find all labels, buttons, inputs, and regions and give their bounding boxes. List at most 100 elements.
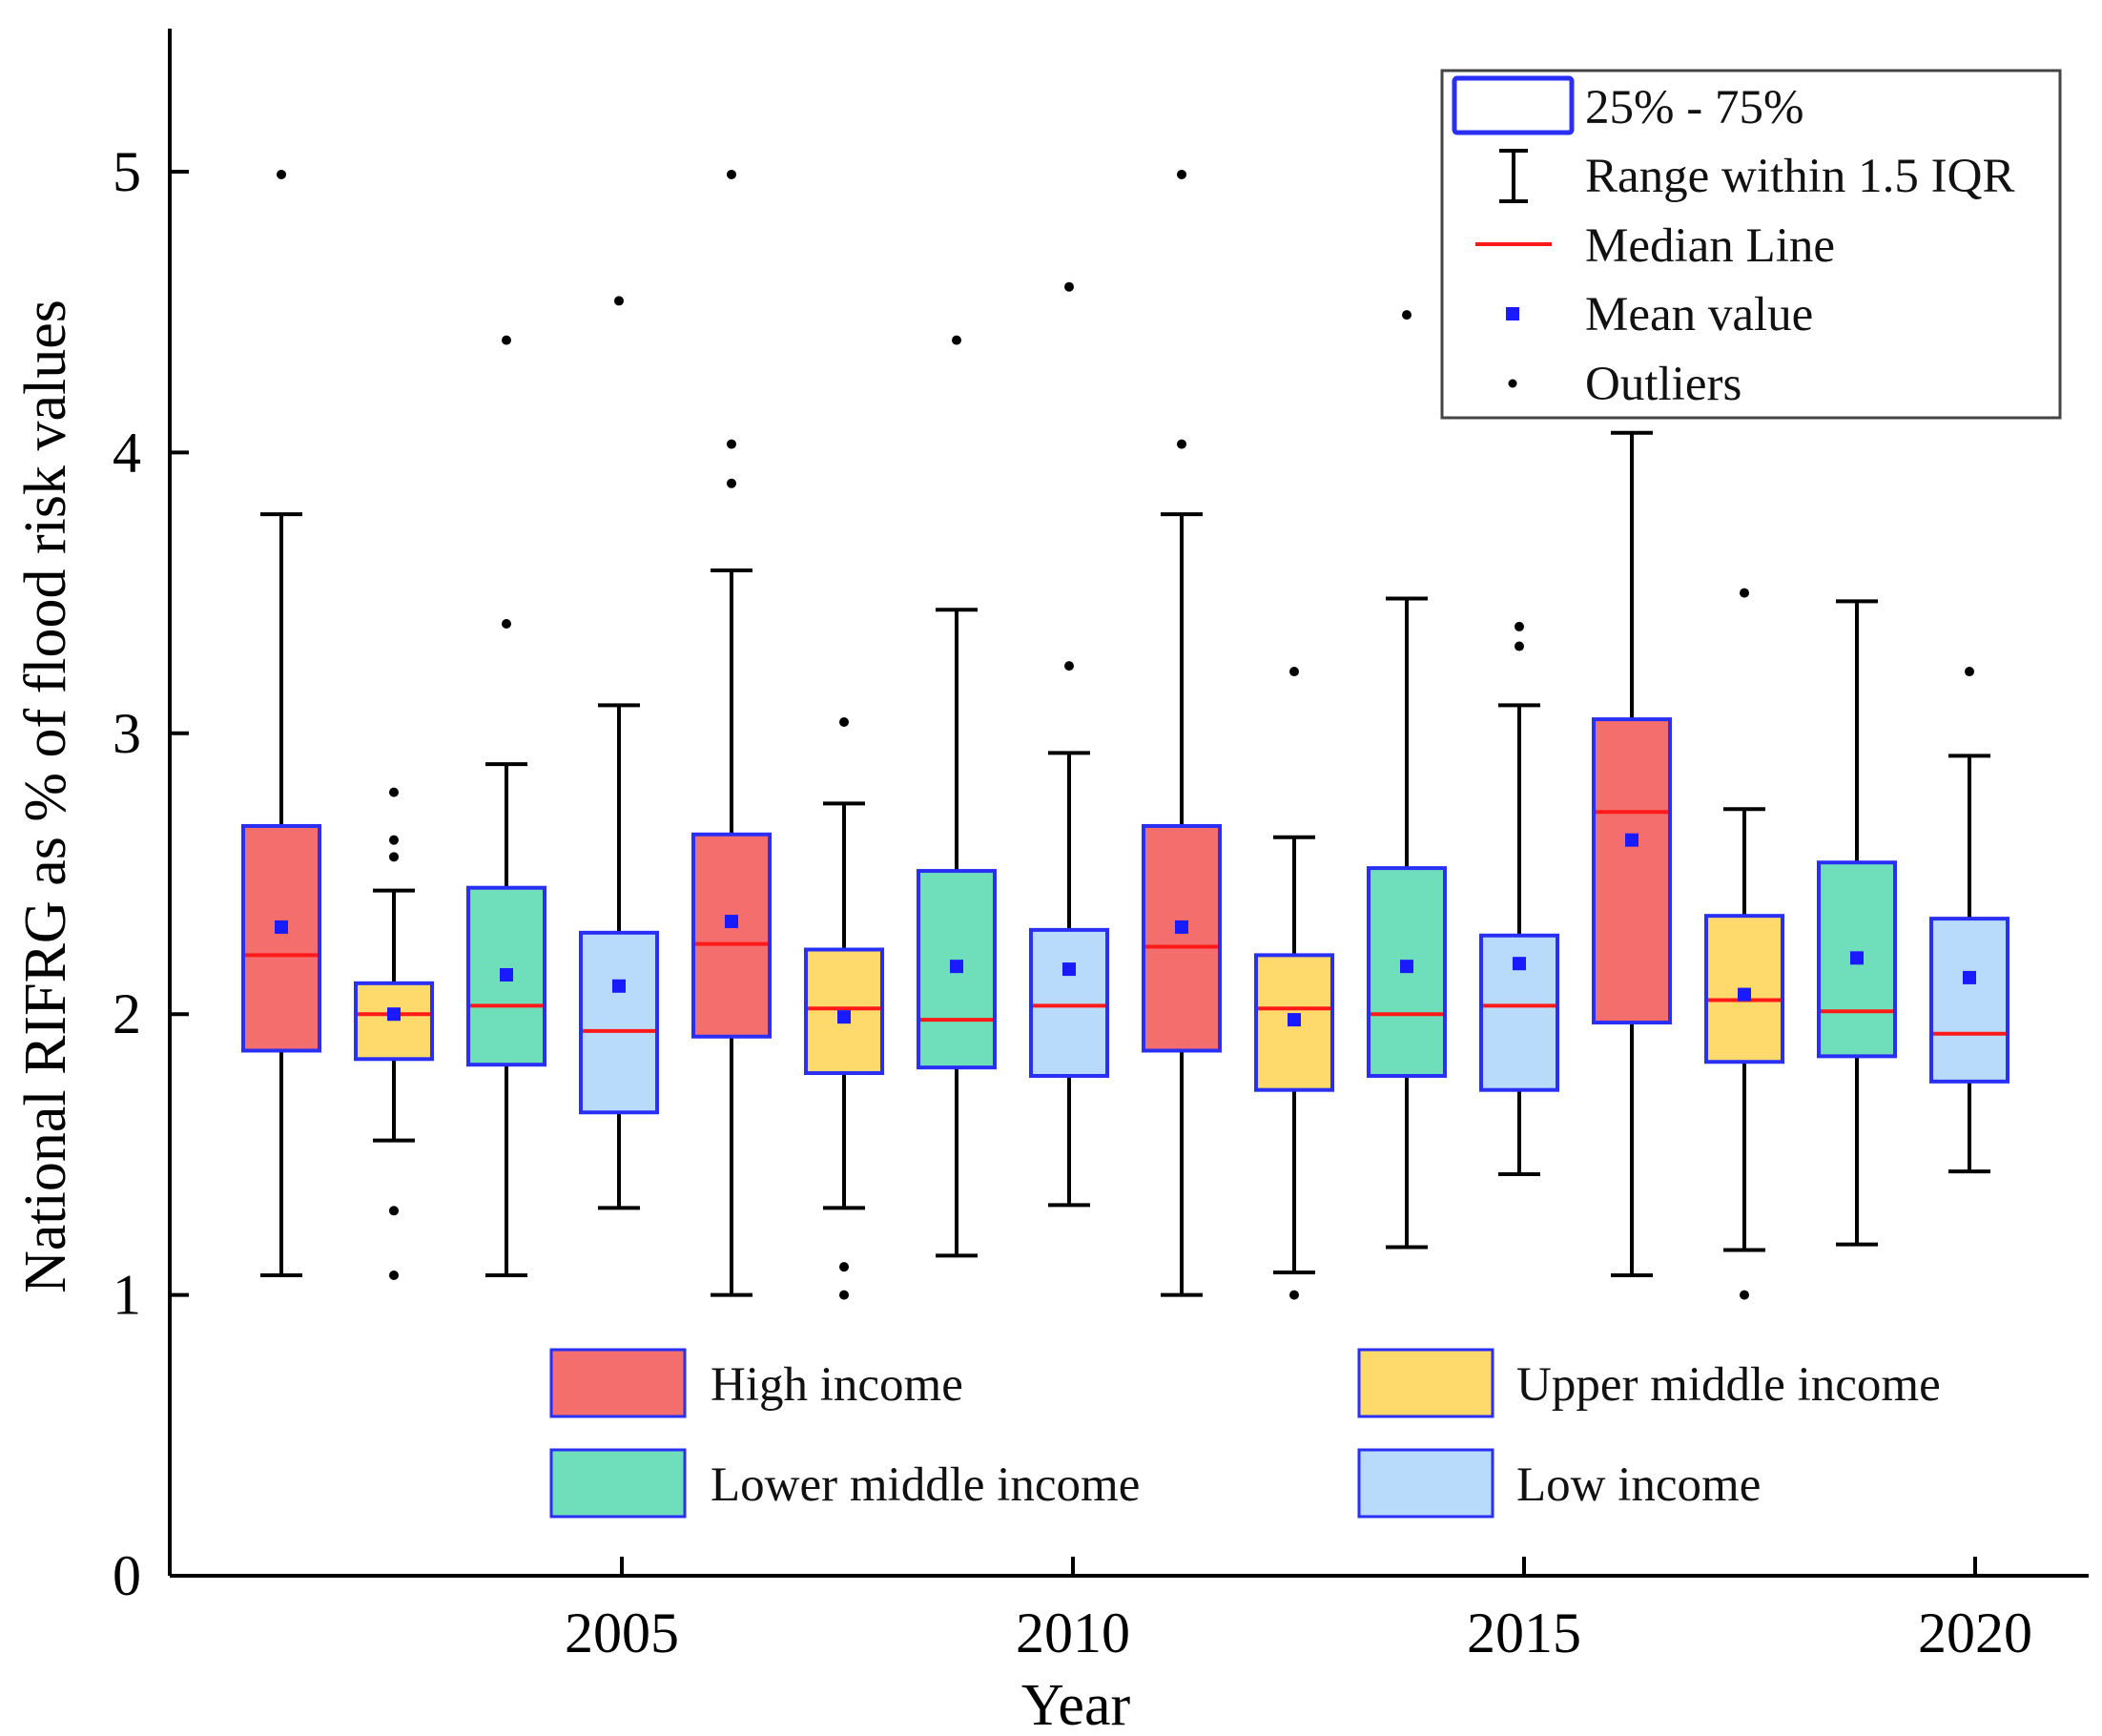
mean-marker — [1738, 987, 1751, 1002]
iqr-box — [1592, 717, 1672, 1025]
stats-legend: 25% - 75% Range within 1.5 IQR Median Li… — [1440, 69, 2062, 420]
iqr-box — [1929, 917, 2009, 1084]
mean-marker — [1850, 951, 1864, 965]
mean-marker — [612, 979, 626, 993]
mean-marker — [1963, 970, 1976, 984]
mean-marker — [725, 915, 738, 929]
legend-swatch-high — [549, 1348, 687, 1418]
outlier-point — [502, 335, 511, 345]
outlier-point — [727, 169, 736, 179]
outlier-point — [1402, 310, 1412, 320]
outlier-point — [1740, 588, 1749, 598]
income-group-legend: High income Upper middle income Lower mi… — [549, 1348, 1941, 1519]
outlier-point — [1064, 661, 1074, 672]
box-lower-14 — [1817, 599, 1897, 1247]
box-upper-5 — [804, 717, 884, 1300]
mean-marker — [1175, 920, 1188, 934]
outlier-point — [952, 335, 961, 345]
x-tick-label: 2005 — [565, 1602, 679, 1664]
legend-outlier-swatch — [1508, 379, 1517, 388]
box-lower-10 — [1367, 310, 1447, 1250]
legend-whisker-label: Range within 1.5 IQR — [1585, 150, 2014, 203]
box-low-11 — [1479, 621, 1559, 1177]
outlier-point — [277, 169, 286, 179]
legend-box-swatch — [1452, 75, 1575, 135]
legend-median-label: Median Line — [1585, 219, 1835, 273]
iqr-box — [579, 930, 659, 1115]
box-upper-1 — [354, 787, 434, 1280]
y-tick-label: 3 — [113, 702, 141, 765]
x-tick-label: 2015 — [1467, 1602, 1581, 1664]
box-low-3 — [579, 296, 659, 1210]
outlier-point — [1515, 641, 1524, 651]
legend-label-upper: Upper middle income — [1516, 1358, 1941, 1412]
plot-area — [241, 169, 2009, 1300]
legend-whisker-swatch — [1499, 149, 1528, 203]
mean-marker — [950, 960, 963, 974]
box-lower-2 — [466, 335, 546, 1277]
legend-mean-swatch — [1506, 307, 1519, 320]
box-lower-6 — [917, 335, 997, 1258]
y-tick-label: 1 — [113, 1264, 141, 1327]
outlier-point — [389, 1270, 399, 1280]
box-low-7 — [1029, 281, 1109, 1208]
y-tick-label: 2 — [113, 982, 141, 1045]
legend-label-lower: Lower middle income — [711, 1458, 1140, 1512]
outlier-point — [727, 439, 736, 449]
iqr-box — [354, 981, 434, 1062]
legend-swatch-upper — [1357, 1348, 1494, 1418]
outlier-point — [1177, 169, 1186, 179]
legend-label-high: High income — [711, 1358, 963, 1412]
y-axis-title: National RIFRG as % of flood risk values — [13, 300, 78, 1293]
x-axis-title: Year — [1021, 1673, 1131, 1736]
axes: 0 1 2 3 4 5 2005 2010 2015 2020 Year National RIFRG… — [13, 29, 2089, 1736]
outlier-point — [389, 835, 399, 845]
legend-box-label: 25% - 75% — [1585, 81, 1803, 134]
outlier-point — [1965, 667, 1974, 677]
x-tick-label: 2010 — [1016, 1602, 1130, 1664]
mean-marker — [1062, 962, 1076, 977]
outlier-point — [839, 717, 849, 728]
outlier-point — [1289, 667, 1299, 677]
outlier-point — [1740, 1290, 1749, 1300]
mean-marker — [500, 967, 513, 982]
box-low-15 — [1929, 667, 2009, 1174]
outlier-point — [727, 478, 736, 488]
mean-marker — [387, 1007, 401, 1022]
outlier-point — [614, 296, 624, 306]
outlier-point — [389, 1206, 399, 1216]
mean-marker — [1288, 1013, 1301, 1027]
iqr-box — [1142, 823, 1222, 1053]
legend-swatch-lower — [549, 1448, 687, 1519]
outlier-point — [1177, 439, 1186, 449]
iqr-box — [241, 823, 321, 1053]
box-high-0 — [241, 169, 321, 1277]
y-tick-label: 4 — [113, 421, 141, 484]
box-high-4 — [691, 169, 772, 1297]
y-tick-label: 0 — [113, 1544, 141, 1607]
mean-marker — [1400, 960, 1413, 974]
mean-marker — [837, 1010, 851, 1024]
iqr-box — [691, 832, 772, 1039]
outlier-point — [502, 618, 511, 629]
mean-marker — [1625, 833, 1638, 847]
legend-label-low: Low income — [1516, 1458, 1761, 1512]
x-tick-label: 2020 — [1918, 1602, 2032, 1664]
legend-mean-label: Mean value — [1585, 288, 1813, 341]
box-upper-9 — [1254, 667, 1334, 1300]
outlier-point — [839, 1290, 849, 1300]
box-upper-13 — [1704, 588, 1784, 1300]
outlier-point — [839, 1262, 849, 1272]
outlier-point — [1289, 1290, 1299, 1300]
mean-marker — [275, 920, 288, 934]
legend-swatch-low — [1357, 1448, 1494, 1519]
iqr-box — [1029, 927, 1109, 1078]
box-high-12 — [1592, 430, 1672, 1277]
y-tick-label: 5 — [113, 140, 141, 203]
outlier-point — [389, 852, 399, 862]
legend-outlier-label: Outliers — [1585, 358, 1741, 411]
outlier-point — [1064, 281, 1074, 292]
outlier-point — [389, 787, 399, 797]
mean-marker — [1513, 957, 1526, 971]
